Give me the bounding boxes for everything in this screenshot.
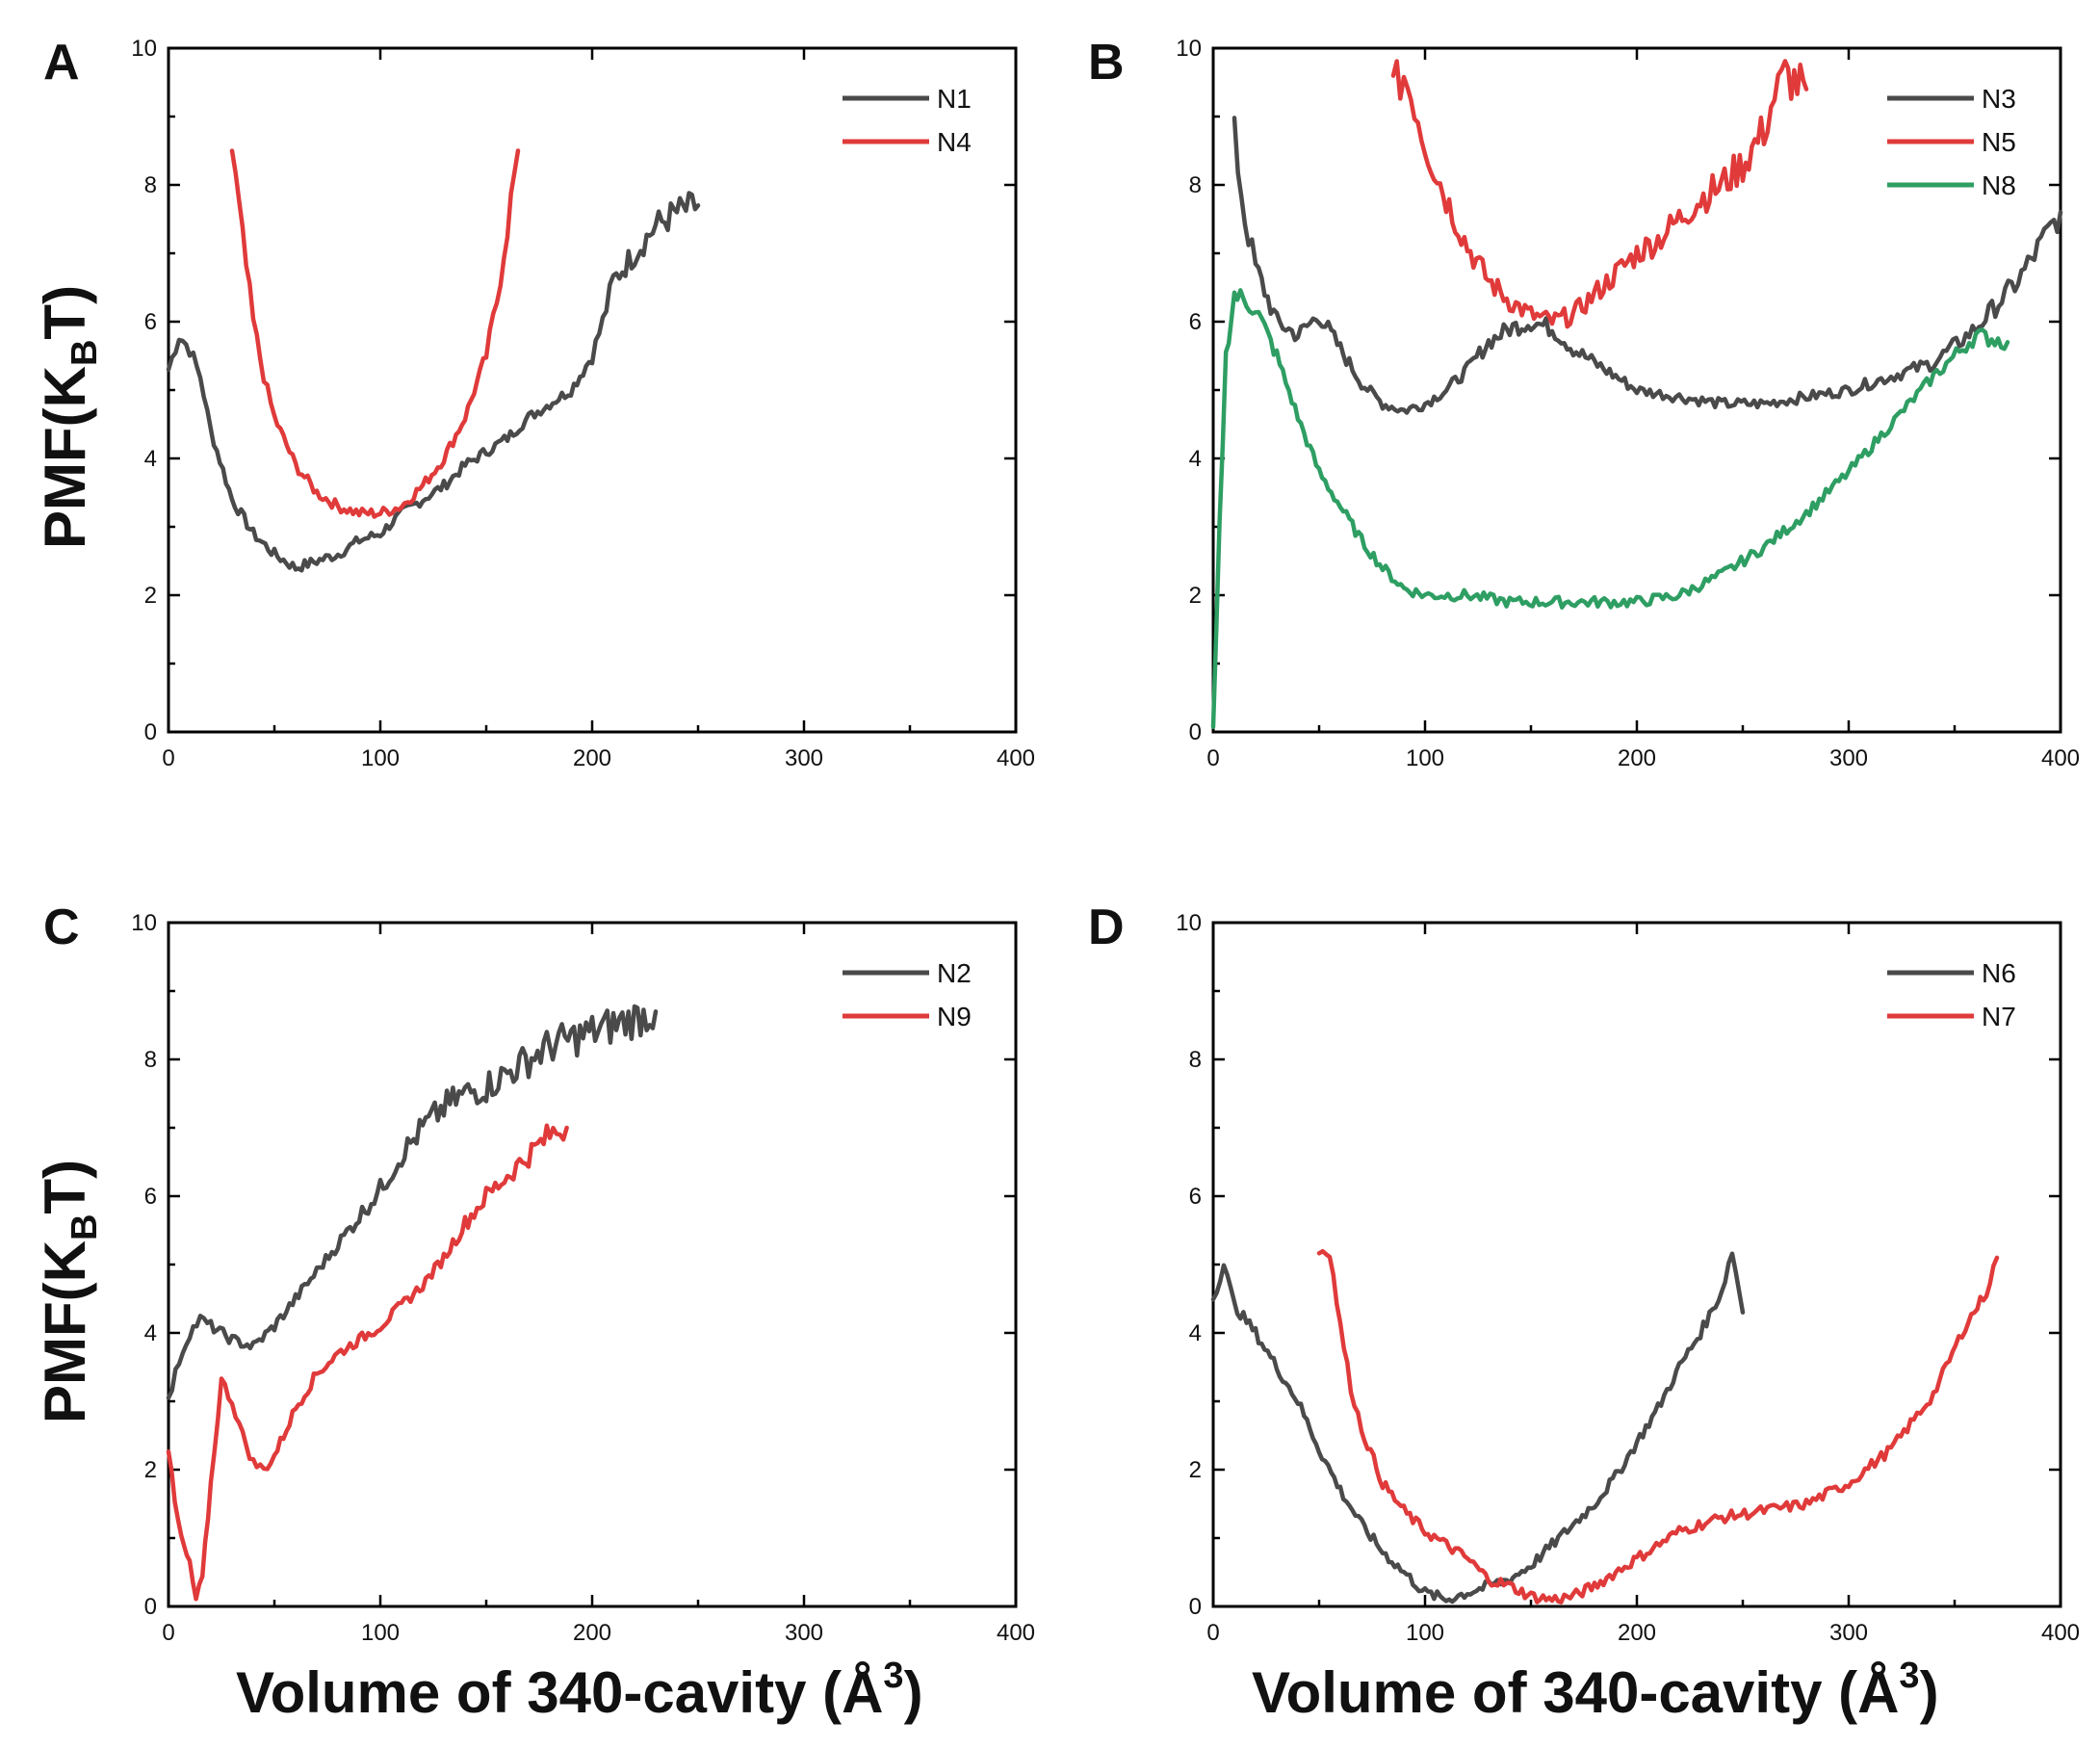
legend-label-n2: N2	[937, 958, 972, 988]
y-tick-label-a-8: 8	[144, 172, 157, 198]
panel-b: B	[1088, 35, 1125, 91]
plot-frame-a	[167, 46, 1018, 734]
legend-label-n8: N8	[1982, 170, 2016, 200]
series-line-n2	[166, 1004, 659, 1400]
y-tick-label-c-8: 8	[144, 1047, 157, 1073]
panel-letter-c: C	[43, 900, 80, 955]
x-tick-label-c-100: 100	[361, 1620, 400, 1646]
y-tick-label-b-10: 10	[1176, 36, 1202, 62]
x-tick-label-d-100: 100	[1406, 1620, 1444, 1646]
y-tick-label-d-2: 2	[1189, 1457, 1202, 1483]
x-tick-label-c-200: 200	[573, 1620, 611, 1646]
y-tick-label-c-2: 2	[144, 1457, 157, 1483]
plot-c: 0 100 200 300 400 0 2 4 6 8 10 N2 N9	[131, 910, 1035, 1646]
x-tick-label-a-200: 200	[573, 745, 611, 771]
plot-a: 0 100 200 300 400 0 2 4 6 8 10 N1 N4	[131, 36, 1035, 771]
x-tick-label-b-0: 0	[1206, 745, 1219, 771]
plot-frame-d	[1211, 921, 2062, 1608]
y-tick-label-c-0: 0	[144, 1594, 157, 1620]
y-tick-label-a-4: 4	[144, 446, 157, 472]
x-tick-label-b-200: 200	[1618, 745, 1656, 771]
series-line-n7	[1316, 1248, 2000, 1605]
x-tick-label-d-300: 300	[1829, 1620, 1868, 1646]
x-tick-label-d-0: 0	[1206, 1620, 1219, 1646]
plot-d: 0 100 200 300 400 0 2 4 6 8 10 N6 N7	[1176, 910, 2080, 1646]
series-line-n5	[1390, 59, 1809, 329]
panel-d: D	[1088, 900, 1125, 955]
y-tick-label-c-4: 4	[144, 1320, 157, 1346]
x-axis-title-left: Volume of 340-cavity (Å3)	[236, 1656, 923, 1725]
x-tick-label-d-200: 200	[1618, 1620, 1656, 1646]
x-tick-label-a-400: 400	[997, 745, 1035, 771]
x-tick-label-a-100: 100	[361, 745, 400, 771]
y-tick-label-d-6: 6	[1189, 1184, 1202, 1210]
y-tick-label-a-10: 10	[131, 36, 157, 62]
panel-c: C	[43, 900, 80, 955]
series-line-n1	[166, 191, 701, 573]
legend-label-n9: N9	[937, 1002, 972, 1031]
y-tick-label-d-10: 10	[1176, 910, 1202, 936]
x-tick-label-a-0: 0	[162, 745, 174, 771]
y-tick-label-a-6: 6	[144, 309, 157, 335]
x-tick-label-d-400: 400	[2041, 1620, 2080, 1646]
x-tick-label-b-400: 400	[2041, 745, 2080, 771]
y-tick-label-a-2: 2	[144, 583, 157, 609]
x-axis-title-right: Volume of 340-cavity (Å3)	[1252, 1656, 1939, 1725]
y-tick-label-c-10: 10	[131, 910, 157, 936]
panel-letter-b: B	[1088, 35, 1125, 91]
series-line-n9	[166, 1123, 569, 1602]
x-tick-label-b-300: 300	[1829, 745, 1868, 771]
y-tick-label-a-0: 0	[144, 719, 157, 745]
y-tick-label-b-2: 2	[1189, 583, 1202, 609]
x-tick-label-c-400: 400	[997, 1620, 1035, 1646]
legend-label-n6: N6	[1982, 958, 2016, 988]
panel-a: A	[43, 35, 80, 91]
y-tick-label-c-6: 6	[144, 1184, 157, 1210]
y-tick-label-b-4: 4	[1189, 446, 1202, 472]
y-tick-label-b-8: 8	[1189, 172, 1202, 198]
y-tick-label-b-0: 0	[1189, 719, 1202, 745]
y-tick-label-b-6: 6	[1189, 309, 1202, 335]
panel-letter-a: A	[43, 35, 80, 91]
x-tick-label-b-100: 100	[1406, 745, 1444, 771]
panel-letter-d: D	[1088, 900, 1125, 955]
legend-label-n3: N3	[1982, 84, 2016, 114]
x-tick-label-a-300: 300	[785, 745, 823, 771]
plot-b: 0 100 200 300 400 0 2 4 6 8 10 N3 N5 N8	[1176, 36, 2080, 771]
x-tick-label-c-300: 300	[785, 1620, 823, 1646]
legend-label-n7: N7	[1982, 1002, 2016, 1031]
series-line-n4	[229, 148, 521, 519]
legend-label-n1: N1	[937, 84, 972, 114]
y-axis-title-top: PMF(KBT)	[33, 285, 105, 549]
y-tick-label-d-4: 4	[1189, 1320, 1202, 1346]
y-axis-title-bottom: PMF(KBT)	[33, 1160, 105, 1423]
y-tick-label-d-8: 8	[1189, 1047, 1202, 1073]
series-line-n6	[1210, 1251, 1746, 1605]
legend-label-n4: N4	[937, 127, 972, 157]
series-line-n3	[1231, 116, 2063, 415]
y-tick-label-d-0: 0	[1189, 1594, 1202, 1620]
series-line-n8	[1210, 288, 2010, 729]
legend-label-n5: N5	[1982, 127, 2016, 157]
x-tick-label-c-0: 0	[162, 1620, 174, 1646]
